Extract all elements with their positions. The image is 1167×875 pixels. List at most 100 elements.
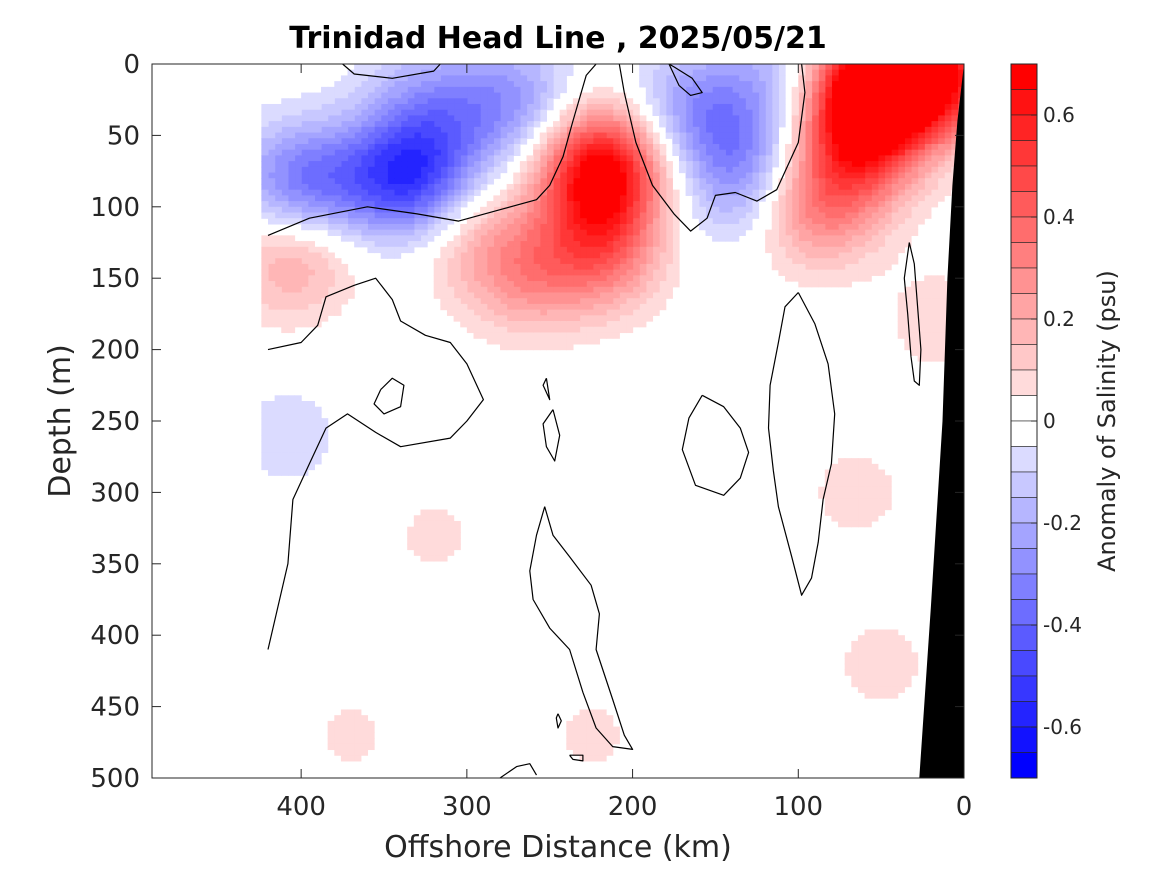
field-cell bbox=[824, 252, 833, 259]
field-cell bbox=[374, 81, 382, 88]
field-cell bbox=[413, 138, 422, 145]
field-cell bbox=[460, 178, 468, 185]
field-cell bbox=[274, 423, 282, 431]
field-cell bbox=[519, 172, 528, 179]
field-cell bbox=[460, 252, 468, 259]
field-cell bbox=[314, 195, 322, 202]
field-cell bbox=[480, 178, 488, 185]
field-cell bbox=[592, 92, 601, 99]
field-cell bbox=[884, 246, 892, 254]
field-cell bbox=[287, 109, 296, 117]
field-cell bbox=[592, 715, 601, 722]
field-cell bbox=[480, 155, 488, 162]
field-cell bbox=[705, 201, 713, 208]
field-cell bbox=[294, 418, 302, 425]
field-cell bbox=[301, 440, 309, 448]
field-cell bbox=[838, 486, 846, 493]
field-cell bbox=[844, 86, 852, 94]
field-cell bbox=[347, 103, 355, 111]
field-cell bbox=[877, 206, 886, 214]
field-cell bbox=[433, 195, 441, 202]
field-cell bbox=[586, 241, 594, 248]
field-cell bbox=[884, 263, 892, 271]
field-cell bbox=[831, 109, 839, 117]
field-cell bbox=[500, 75, 508, 82]
field-cell bbox=[606, 286, 614, 294]
field-cell bbox=[486, 292, 494, 299]
field-cell bbox=[340, 121, 349, 128]
field-cell bbox=[281, 109, 289, 117]
field-cell bbox=[917, 81, 925, 88]
field-cell bbox=[360, 178, 369, 185]
field-cell bbox=[572, 206, 581, 214]
field-cell bbox=[891, 161, 899, 168]
field-cell bbox=[500, 212, 508, 219]
field-cell bbox=[612, 166, 620, 174]
field-cell bbox=[884, 161, 892, 168]
field-cell bbox=[347, 218, 355, 225]
field-cell bbox=[539, 326, 547, 334]
field-cell bbox=[685, 172, 693, 179]
field-cell bbox=[592, 326, 601, 334]
field-cell bbox=[307, 269, 315, 276]
field-cell bbox=[539, 103, 547, 111]
field-cell bbox=[367, 126, 375, 134]
field-cell bbox=[871, 480, 879, 488]
field-cell bbox=[559, 115, 567, 122]
field-cell bbox=[367, 732, 375, 739]
field-cell bbox=[864, 458, 872, 465]
field-cell bbox=[307, 463, 315, 471]
field-cell bbox=[480, 75, 488, 82]
field-cell bbox=[261, 138, 269, 145]
field-cell bbox=[307, 286, 315, 294]
field-cell bbox=[824, 492, 833, 499]
field-cell bbox=[864, 520, 872, 528]
field-cell bbox=[539, 281, 547, 288]
field-cell bbox=[393, 212, 402, 219]
field-cell bbox=[685, 155, 693, 162]
field-cell bbox=[851, 132, 859, 139]
field-cell bbox=[910, 132, 919, 139]
colorbar-step bbox=[1010, 89, 1038, 116]
field-cell bbox=[652, 195, 660, 202]
field-cell bbox=[745, 75, 753, 82]
field-cell bbox=[665, 218, 673, 225]
field-cell bbox=[301, 263, 309, 271]
field-cell bbox=[460, 201, 468, 208]
field-cell bbox=[804, 172, 813, 179]
field-cell bbox=[380, 155, 388, 162]
field-cell bbox=[566, 246, 574, 254]
field-cell bbox=[572, 223, 581, 231]
field-cell bbox=[347, 86, 355, 94]
field-cell bbox=[930, 195, 939, 202]
field-cell bbox=[440, 81, 448, 88]
field-cell bbox=[314, 149, 322, 156]
field-cell bbox=[480, 115, 488, 122]
field-cell bbox=[572, 143, 581, 151]
field-cell bbox=[751, 126, 760, 134]
field-cell bbox=[420, 155, 428, 162]
field-cell bbox=[354, 229, 362, 236]
field-cell bbox=[924, 121, 932, 128]
field-cell bbox=[539, 201, 547, 208]
field-cell bbox=[804, 223, 813, 231]
field-cell bbox=[579, 98, 587, 105]
field-cell bbox=[844, 143, 852, 151]
field-cell bbox=[877, 143, 886, 151]
field-cell bbox=[433, 218, 441, 225]
field-cell bbox=[393, 64, 402, 71]
field-cell bbox=[493, 218, 501, 225]
field-cell bbox=[659, 69, 667, 77]
field-cell bbox=[871, 166, 879, 174]
field-cell bbox=[433, 229, 441, 236]
field-cell bbox=[838, 132, 846, 139]
field-cell bbox=[592, 720, 601, 728]
field-cell bbox=[400, 183, 408, 191]
field-cell bbox=[917, 86, 925, 94]
field-cell bbox=[692, 195, 700, 202]
field-cell bbox=[301, 435, 309, 442]
field-cell bbox=[897, 675, 905, 682]
field-cell bbox=[645, 92, 654, 99]
field-cell bbox=[440, 183, 448, 191]
field-cell bbox=[910, 303, 919, 311]
